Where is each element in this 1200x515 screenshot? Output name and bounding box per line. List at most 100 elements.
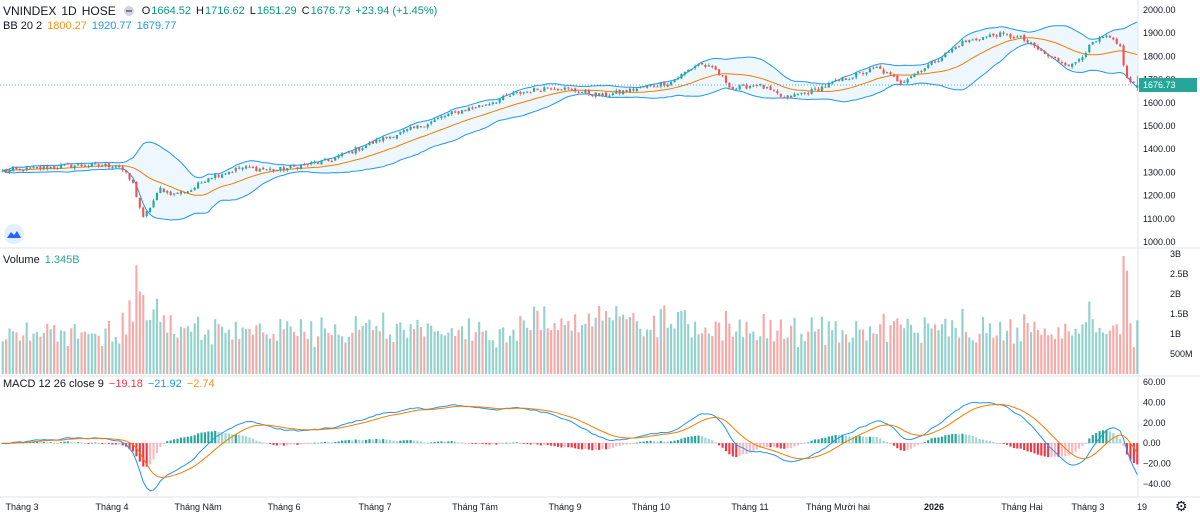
volume-bar[interactable] [87,334,90,374]
candle-body[interactable] [340,153,344,156]
candle-body[interactable] [505,94,508,96]
volume-bar[interactable] [179,326,183,374]
macd-hist-bar[interactable] [320,442,323,444]
volume-bar[interactable] [138,291,141,374]
volume-bar[interactable] [97,335,100,374]
volume-bar[interactable] [111,341,114,374]
volume-bar[interactable] [59,330,63,374]
volume-bar[interactable] [570,330,573,374]
macd-hist-bar[interactable] [385,439,388,444]
candle-body[interactable] [131,179,135,183]
volume-bar[interactable] [961,308,964,374]
macd-hist-bar[interactable] [481,443,484,445]
volume-bar[interactable] [440,334,443,374]
macd-hist-bar[interactable] [498,443,501,445]
macd-hist-bar[interactable] [241,435,244,444]
candle-body[interactable] [707,65,710,67]
candle-body[interactable] [642,86,645,88]
candle-body[interactable] [310,162,313,165]
volume-bar[interactable] [419,327,422,374]
volume-bar[interactable] [385,338,388,374]
volume-bar[interactable] [947,336,950,374]
macd-hist-bar[interactable] [635,442,638,444]
volume-bar[interactable] [406,337,409,374]
candle-body[interactable] [73,165,76,169]
macd-hist-bar[interactable] [536,443,539,445]
macd-hist-bar[interactable] [944,435,947,444]
volume-bar[interactable] [971,340,974,374]
macd-hist-bar[interactable] [104,443,107,444]
macd-hist-bar[interactable] [646,441,649,444]
candle-body[interactable] [646,85,649,88]
macd-hist-bar[interactable] [529,443,532,445]
volume-bar[interactable] [892,321,895,374]
candle-body[interactable] [618,89,621,94]
volume-bar[interactable] [769,319,772,374]
volume-bar[interactable] [608,317,611,374]
candle-body[interactable] [622,90,625,95]
candle-body[interactable] [1122,45,1125,66]
bb-upper-line[interactable] [2,21,1138,179]
macd-hist-bar[interactable] [1074,443,1077,452]
volume-bar[interactable] [903,328,906,374]
volume-bar[interactable] [83,331,87,374]
macd-hist-bar[interactable] [687,436,690,444]
candle-body[interactable] [1005,34,1009,36]
macd-hist-bar[interactable] [207,431,210,444]
candle-body[interactable] [1088,44,1091,53]
volume-bar[interactable] [817,329,820,374]
candle-body[interactable] [258,168,261,172]
candle-body[interactable] [697,63,700,66]
volume-bar[interactable] [670,323,673,374]
macd-hist-bar[interactable] [135,443,138,457]
volume-bar[interactable] [149,319,152,374]
macd-hist-bar[interactable] [368,439,371,444]
macd-hist-bar[interactable] [210,431,213,444]
candle-body[interactable] [327,159,330,161]
candle-body[interactable] [272,169,275,171]
macd-hist-bar[interactable] [347,439,350,444]
macd-hist-bar[interactable] [676,439,680,444]
volume-bar[interactable] [718,322,721,374]
candle-body[interactable] [15,167,18,170]
macd-hist-bar[interactable] [317,443,320,444]
volume-bar[interactable] [622,314,625,374]
candle-body[interactable] [1091,42,1094,45]
candle-body[interactable] [430,121,433,124]
macd-hist-bar[interactable] [49,442,52,444]
volume-bar[interactable] [1060,338,1063,374]
candle-body[interactable] [8,169,11,173]
macd-hist-bar[interactable] [1033,443,1036,454]
macd-hist-bar[interactable] [53,442,56,444]
volume-bar[interactable] [783,338,786,374]
volume-bar[interactable] [454,335,457,374]
macd-legend[interactable]: MACD 12 26 close 9 −19.18 −21.92 −2.74 [3,378,215,390]
macd-hist-bar[interactable] [1002,443,1005,444]
volume-bar[interactable] [29,340,32,374]
volume-bar[interactable] [32,333,35,374]
candle-body[interactable] [748,85,752,88]
candle-body[interactable] [395,135,398,139]
volume-bar[interactable] [262,332,265,374]
macd-hist-bar[interactable] [450,441,453,444]
volume-bar[interactable] [1136,320,1139,374]
candle-body[interactable] [107,163,111,168]
macd-hist-bar[interactable] [526,443,529,444]
volume-bar[interactable] [183,328,186,374]
volume-bar[interactable] [663,305,666,374]
settings-gear-icon[interactable]: ⚙ [1175,498,1188,514]
macd-hist-bar[interactable] [131,443,135,452]
volume-bar[interactable] [649,329,652,374]
macd-hist-bar[interactable] [269,443,272,445]
volume-bar[interactable] [46,323,49,374]
volume-bar[interactable] [546,328,549,374]
macd-hist-bar[interactable] [793,443,796,447]
volume-bar[interactable] [334,324,337,374]
volume-bar[interactable] [15,332,18,374]
volume-bar[interactable] [1005,330,1009,374]
macd-hist-bar[interactable] [783,443,786,449]
candle-body[interactable] [190,190,193,192]
candle-body[interactable] [1050,56,1053,58]
volume-bar[interactable] [197,316,200,374]
volume-bar[interactable] [299,319,302,374]
